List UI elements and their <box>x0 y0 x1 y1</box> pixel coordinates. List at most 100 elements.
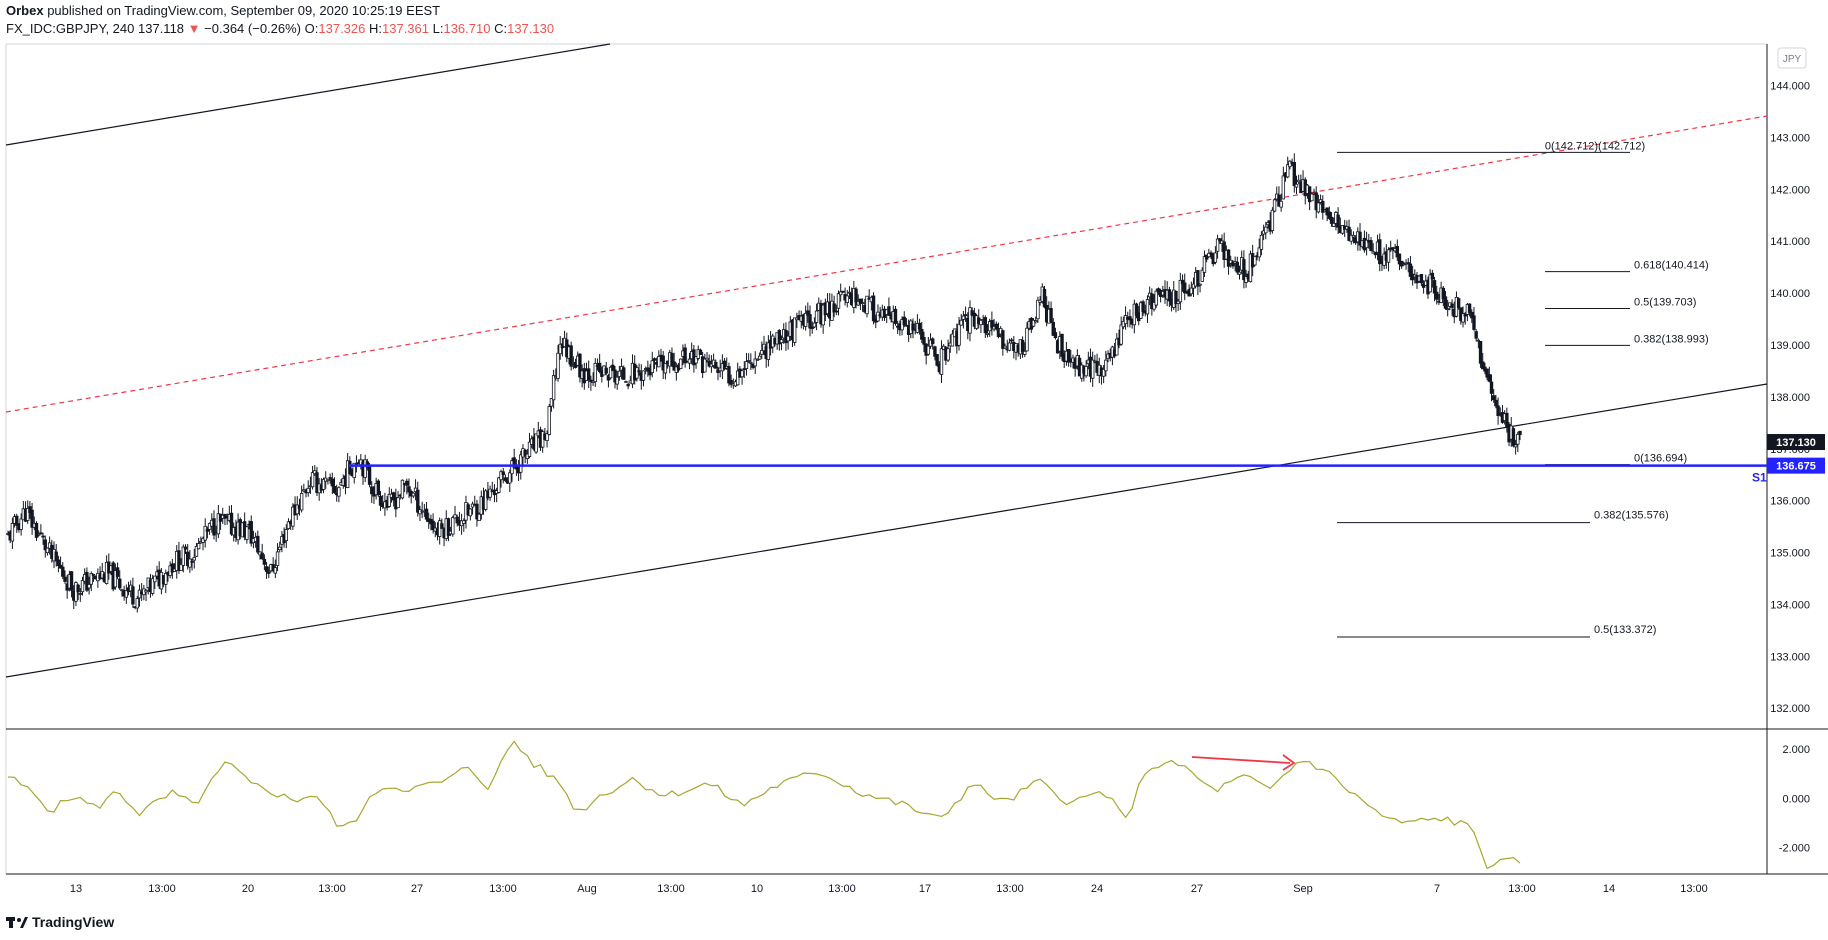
down-arrow-icon: ▼ <box>187 21 201 36</box>
candle-body <box>1244 276 1248 283</box>
candle-body <box>431 520 435 531</box>
candle-body <box>1408 263 1413 277</box>
candle-body <box>1419 273 1424 284</box>
candle-body <box>313 470 317 475</box>
candle-body <box>523 449 527 456</box>
candle-body <box>1042 288 1047 308</box>
candle-body <box>597 362 602 372</box>
candle-body <box>635 367 639 379</box>
lower-channel-line[interactable] <box>5 383 1768 678</box>
candle-body <box>1481 361 1485 370</box>
candle-body <box>911 323 915 331</box>
time-tick-label: 13:00 <box>148 883 176 895</box>
candle-body <box>196 543 201 550</box>
time-tick-label: 17 <box>919 883 931 895</box>
candle-body <box>310 472 315 488</box>
fib-level-label: 0.618(140.414) <box>1634 260 1709 272</box>
candle-body <box>1152 302 1156 310</box>
candle-body <box>91 574 96 576</box>
candle-body <box>348 460 352 474</box>
candle-body <box>806 310 810 316</box>
candle-body <box>36 533 41 536</box>
fib-level-label: 0(142.712)(142.712) <box>1545 140 1645 152</box>
candle-body <box>1128 316 1132 321</box>
candle-body <box>985 332 990 335</box>
currency-button-label: JPY <box>1783 54 1802 65</box>
candle-body <box>1478 340 1483 364</box>
candle-body <box>556 352 560 379</box>
price-tick-label: 140.000 <box>1770 288 1810 300</box>
candle-body <box>89 573 93 585</box>
candle-body <box>1242 259 1246 281</box>
candle-body <box>832 303 836 313</box>
candle-body <box>378 495 383 506</box>
candle-body <box>931 338 935 345</box>
upper-channel-line[interactable] <box>5 43 611 146</box>
candle-body <box>845 295 849 303</box>
candle-body <box>979 319 983 326</box>
candle-body <box>534 433 538 453</box>
candle-body <box>920 328 924 340</box>
price-axis-ticks: 144.000 143.000 142.000 141.000 140.000 139.0… <box>1770 81 1810 716</box>
candle-body <box>968 307 972 334</box>
candle-body <box>766 342 771 360</box>
candle-body <box>1145 299 1150 315</box>
candle-body <box>1051 321 1055 336</box>
candle-body <box>41 535 45 538</box>
candle-body <box>1134 303 1139 316</box>
candle-body <box>847 291 852 294</box>
candle-body <box>1218 238 1222 242</box>
candle-body <box>61 566 65 577</box>
time-tick-label: 7 <box>1434 883 1440 895</box>
ohlc-line: FX_IDC:GBPJPY, 240 137.118 ▼ −0.364 (−0.… <box>6 21 554 36</box>
time-tick-label: Aug <box>577 883 597 895</box>
candle-body <box>315 472 319 493</box>
candle-body <box>1257 247 1261 258</box>
drawings <box>5 43 1768 678</box>
candle-body <box>164 573 168 585</box>
candle-body <box>902 316 906 326</box>
candle-body <box>1213 252 1218 263</box>
candle-body <box>144 590 148 593</box>
price-tick-label: 141.000 <box>1770 236 1810 248</box>
oscillator-tick-label: 0.000 <box>1782 793 1810 805</box>
candle-body <box>926 345 931 355</box>
candle-body <box>10 523 15 542</box>
candle-body <box>1174 290 1178 305</box>
candle-body <box>1066 349 1071 363</box>
candle-body <box>245 526 249 540</box>
candle-body <box>1235 261 1240 273</box>
candle-body <box>727 366 731 384</box>
candle-body <box>179 563 183 571</box>
red-dashed-trendline[interactable] <box>5 115 1768 413</box>
time-tick-label: 13 <box>70 883 82 895</box>
candle-body <box>124 590 129 598</box>
candle-body <box>608 366 613 379</box>
candle-body <box>650 360 654 373</box>
candle-body <box>1003 345 1007 349</box>
candles <box>6 153 1522 613</box>
candle-body <box>703 358 707 373</box>
candle-body <box>256 535 260 553</box>
candle-body <box>663 363 668 374</box>
candle-body <box>657 356 661 368</box>
candle-body <box>1358 231 1362 246</box>
oscillator-tick-label: 2.000 <box>1782 744 1810 756</box>
candle-body <box>488 488 492 498</box>
candle-body <box>810 326 814 329</box>
candle-body <box>508 472 512 484</box>
candle-body <box>80 580 85 593</box>
candle-body <box>670 352 674 366</box>
currency-button[interactable] <box>1777 47 1807 69</box>
candle-body <box>1463 313 1467 317</box>
candle-body <box>1441 287 1446 300</box>
candle-body <box>792 317 797 343</box>
candle-body <box>1264 226 1268 234</box>
candle-body <box>1430 272 1435 280</box>
candle-body <box>54 551 58 562</box>
candle-body <box>586 368 591 381</box>
time-tick-label: 13:00 <box>318 883 346 895</box>
candle-body <box>391 492 396 501</box>
candle-body <box>652 358 657 361</box>
